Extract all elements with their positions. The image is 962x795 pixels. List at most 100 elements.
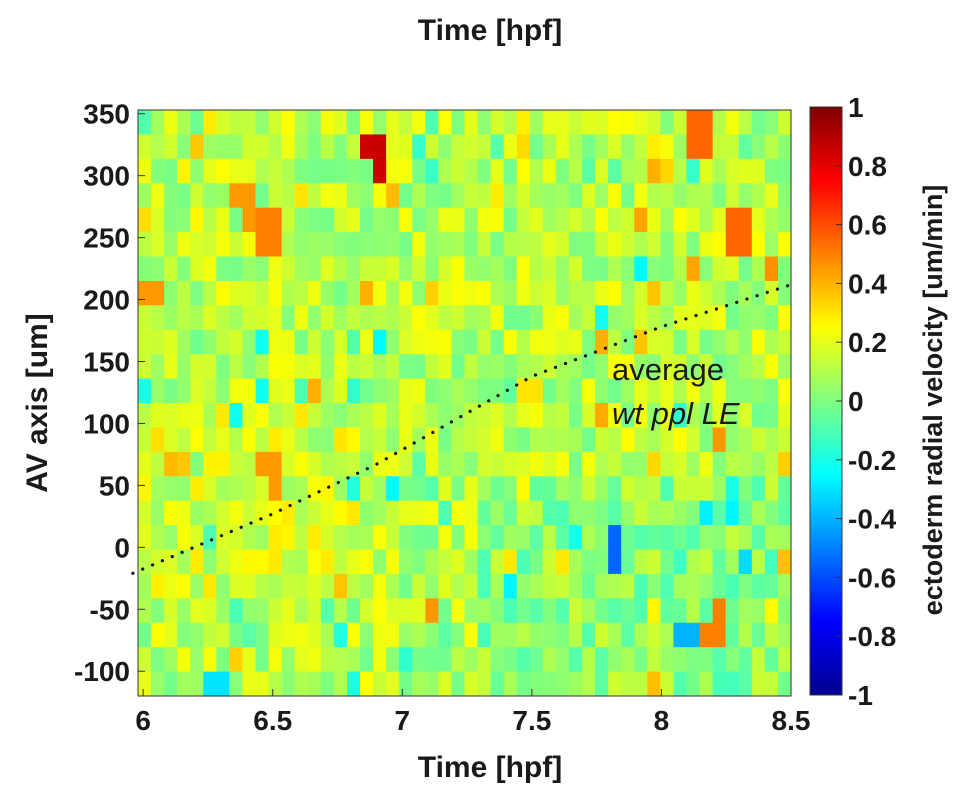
heatmap-cell	[320, 671, 335, 697]
heatmap-cell	[451, 403, 466, 429]
heatmap-cell	[255, 183, 270, 209]
heatmap-cell	[725, 232, 740, 258]
heatmap-cell	[216, 305, 231, 331]
plot-frame	[137, 109, 792, 697]
heatmap-cell	[438, 207, 453, 233]
heatmap-cell	[294, 354, 309, 380]
heatmap-cell	[634, 158, 648, 184]
heatmap-cell	[346, 305, 361, 331]
heatmap-cell	[477, 354, 492, 380]
heatmap-cell	[190, 183, 204, 209]
heatmap-cell	[751, 622, 766, 648]
heatmap-cell	[764, 500, 779, 526]
heatmap-cell	[346, 549, 361, 575]
heatmap-cell	[268, 549, 283, 575]
heatmap-cell	[608, 134, 622, 160]
heatmap-cell	[255, 354, 270, 380]
heatmap-cell	[464, 647, 479, 673]
heatmap-cell	[151, 329, 165, 355]
heatmap-cell	[647, 647, 661, 673]
heatmap-cell	[177, 110, 191, 136]
heatmap-cell	[738, 378, 753, 404]
heatmap-cell	[333, 232, 348, 258]
heatmap-cell	[138, 427, 152, 453]
heatmap-cell	[294, 622, 309, 648]
heatmap-cell	[725, 158, 740, 184]
heatmap-cell	[490, 403, 505, 429]
heatmap-cell	[399, 232, 413, 258]
heatmap-cell	[712, 329, 727, 355]
heatmap-cell	[373, 305, 387, 331]
heatmap-cell	[595, 403, 609, 429]
heatmap-cell	[216, 647, 231, 673]
heatmap-cell	[307, 329, 322, 355]
heatmap-cell	[568, 158, 583, 184]
colorbar-ticks: 1 0.8 0.6 0.4 0.2 0 -0.2 -0.4 -0.6 -0.8 -1	[836, 92, 897, 711]
heatmap-cell	[203, 525, 217, 551]
heatmap-cell	[412, 573, 426, 599]
heatmap-cell	[203, 256, 217, 282]
heatmap-cell	[529, 549, 544, 575]
y-tick-label: 150	[83, 346, 130, 377]
heatmap-cell	[582, 525, 596, 551]
heatmap-cell	[764, 476, 779, 502]
heatmap-cell	[268, 622, 283, 648]
heatmap-cell	[712, 451, 727, 477]
heatmap-cell	[386, 647, 400, 673]
y-tick-label: 350	[83, 99, 130, 130]
heatmap-cell	[138, 622, 152, 648]
colorbar-tick-label: 0.6	[848, 210, 887, 241]
heatmap-cell	[621, 427, 635, 453]
heatmap-cell	[307, 598, 322, 624]
heatmap-cell	[229, 598, 244, 624]
heatmap-cell	[294, 134, 309, 160]
heatmap-cell	[595, 110, 609, 136]
heatmap-cell	[451, 134, 466, 160]
heatmap-cell	[386, 183, 400, 209]
heatmap-cell	[699, 110, 714, 136]
heatmap-cell	[686, 647, 701, 673]
heatmap-cell	[333, 549, 348, 575]
heatmap-cell	[477, 134, 492, 160]
heatmap-cell	[608, 158, 622, 184]
heatmap-cell	[255, 110, 270, 136]
heatmap-cell	[725, 573, 740, 599]
heatmap-cell	[216, 476, 231, 502]
heatmap-cell	[464, 427, 479, 453]
heatmap-cell	[203, 183, 217, 209]
x-axis-title: Time [hpf]	[418, 751, 562, 784]
heatmap-cell	[582, 280, 596, 306]
heatmap-cell	[555, 280, 570, 306]
heatmap-cell	[294, 525, 309, 551]
heatmap-cell	[686, 378, 701, 404]
heatmap-cell	[138, 354, 152, 380]
y-tick-label: 250	[83, 223, 130, 254]
heatmap-cell	[438, 573, 453, 599]
heatmap-cell	[373, 451, 387, 477]
heatmap-cell	[673, 378, 688, 404]
y-tick-label: 50	[99, 470, 130, 501]
heatmap-cell	[138, 378, 152, 404]
heatmap-cell	[281, 232, 296, 258]
heatmap-cell	[268, 183, 283, 209]
heatmap-cell	[712, 671, 727, 697]
heatmap-cell	[634, 573, 648, 599]
heatmap-cell	[386, 403, 400, 429]
heatmap-cell	[412, 305, 426, 331]
heatmap-cell	[568, 525, 583, 551]
heatmap-cell	[634, 329, 648, 355]
heatmap-cell	[516, 110, 531, 136]
heatmap-cell	[621, 134, 635, 160]
heatmap-cell	[751, 183, 766, 209]
heatmap-cell	[203, 207, 217, 233]
heatmap-cell	[634, 476, 648, 502]
heatmap-cell	[516, 476, 531, 502]
heatmap-cell	[647, 549, 661, 575]
heatmap-cell	[386, 378, 400, 404]
heatmap-cell	[268, 134, 283, 160]
heatmap-cell	[242, 207, 257, 233]
heatmap-cell	[738, 256, 753, 282]
heatmap-cell	[373, 500, 387, 526]
heatmap-cell	[294, 305, 309, 331]
heatmap-cell	[490, 110, 505, 136]
